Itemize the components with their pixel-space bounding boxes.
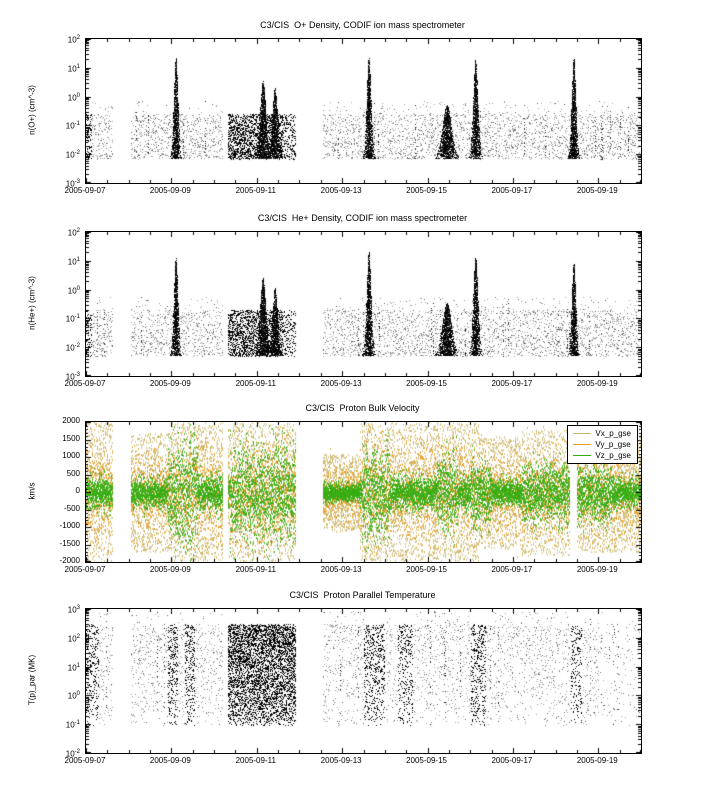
- x-tick-label: 2005-09-09: [149, 565, 191, 574]
- x-tick-label: 2005-09-17: [491, 756, 533, 765]
- x-tick-label: 2005-09-11: [235, 565, 276, 574]
- x-tick-label: 2005-09-07: [64, 565, 106, 574]
- panel-proton-bulk-velocity: C3/CIS Proton Bulk Velocity km/s Vx_p_gs…: [0, 403, 718, 579]
- data-canvas: [86, 422, 641, 562]
- plot-area: Vx_p_gse Vy_p_gse Vz_p_gse: [85, 421, 642, 563]
- panel-he-plus-density: C3/CIS He+ Density, CODIF ion mass spect…: [0, 213, 718, 393]
- x-tick-label: 2005-09-13: [320, 186, 362, 195]
- legend-line-swatch: [573, 433, 592, 434]
- plot-area: [85, 231, 642, 377]
- y-tick-label: 10-2: [65, 150, 80, 160]
- x-tick-label: 2005-09-07: [64, 379, 106, 388]
- x-tick-label: 2005-09-09: [149, 379, 191, 388]
- legend-entry: Vz_p_gse: [573, 450, 631, 461]
- panel-title: C3/CIS Proton Bulk Velocity: [305, 403, 420, 413]
- x-tick-label: 2005-09-13: [320, 379, 362, 388]
- legend-entry: Vy_p_gse: [573, 439, 631, 450]
- x-tick-label: 2005-09-19: [576, 756, 618, 765]
- legend-label: Vy_p_gse: [595, 440, 631, 449]
- y-tick-label: 10-1: [65, 121, 80, 132]
- y-tick-label: 102: [67, 633, 80, 644]
- legend-line-swatch: [573, 455, 592, 456]
- x-tick-label: 2005-09-15: [406, 186, 447, 195]
- y-tick-label: 100: [67, 92, 80, 103]
- legend-label: Vz_p_gse: [595, 451, 631, 460]
- x-tick-label: 2005-09-15: [406, 756, 447, 765]
- x-tick-label: 2005-09-17: [491, 565, 533, 574]
- y-tick-label: -1000: [59, 521, 80, 530]
- x-tick-label: 2005-09-17: [491, 379, 533, 388]
- x-tick-label: 2005-09-13: [320, 756, 362, 765]
- y-tick-label: 1000: [62, 451, 80, 460]
- y-tick-label: 101: [67, 63, 80, 74]
- x-tick-label: 2005-09-19: [576, 186, 618, 195]
- x-tick-label: 2005-09-09: [149, 756, 191, 765]
- legend-label: Vx_p_gse: [595, 429, 631, 438]
- x-tick-label: 2005-09-15: [406, 379, 447, 388]
- y-tick-label: 100: [67, 691, 80, 702]
- panel-title: C3/CIS Proton Parallel Temperature: [289, 590, 436, 600]
- y-tick-label: 10-1: [65, 720, 80, 730]
- y-tick-label: -1500: [59, 538, 80, 548]
- x-tick-label: 2005-09-11: [235, 379, 276, 388]
- y-tick-label: 102: [67, 35, 80, 45]
- x-tick-label: 2005-09-07: [64, 186, 106, 195]
- x-tick-label: 2005-09-11: [235, 186, 276, 195]
- y-tick-label: 100: [67, 285, 80, 296]
- data-canvas: [86, 39, 641, 183]
- x-tick-label: 2005-09-11: [235, 756, 276, 765]
- y-tick-label: 10-1: [65, 314, 80, 325]
- y-tick-label: 500: [66, 468, 80, 478]
- panel-title: C3/CIS He+ Density, CODIF ion mass spect…: [257, 213, 468, 223]
- x-tick-label: 2005-09-13: [320, 565, 362, 574]
- plot-area: [85, 608, 642, 754]
- y-tick-label: 2000: [62, 416, 80, 425]
- y-tick-label: 101: [67, 662, 80, 673]
- y-tick-label: 0: [75, 486, 80, 495]
- x-tick-label: 2005-09-19: [576, 565, 618, 574]
- y-tick-label: 101: [67, 256, 80, 267]
- x-tick-label: 2005-09-17: [491, 186, 533, 195]
- legend: Vx_p_gse Vy_p_gse Vz_p_gse: [567, 425, 638, 464]
- x-tick-label: 2005-09-15: [406, 565, 447, 574]
- y-tick-label: 10-3: [65, 179, 80, 189]
- data-canvas: [86, 609, 641, 753]
- panel-o-plus-density: C3/CIS O+ Density, CODIF ion mass spectr…: [0, 20, 718, 200]
- y-tick-label: -500: [63, 503, 80, 513]
- x-tick-label: 2005-09-07: [64, 756, 106, 765]
- x-tick-label: 2005-09-09: [149, 186, 191, 195]
- panel-title: C3/CIS O+ Density, CODIF ion mass spectr…: [260, 20, 465, 30]
- plot-area: [85, 38, 642, 184]
- y-tick-label: 10-2: [65, 749, 80, 759]
- data-canvas: [86, 232, 641, 376]
- y-tick-label: -2000: [59, 556, 80, 565]
- x-tick-label: 2005-09-19: [576, 379, 618, 388]
- legend-line-swatch: [573, 444, 592, 445]
- panel-proton-parallel-temperature: C3/CIS Proton Parallel Temperature T(p)_…: [0, 590, 718, 770]
- y-tick-label: 10-2: [65, 343, 80, 353]
- y-tick-label: 102: [67, 228, 80, 238]
- legend-entry: Vx_p_gse: [573, 428, 631, 439]
- y-tick-label: 103: [67, 605, 80, 615]
- y-tick-label: 1500: [62, 433, 80, 443]
- y-tick-label: 10-3: [65, 372, 80, 382]
